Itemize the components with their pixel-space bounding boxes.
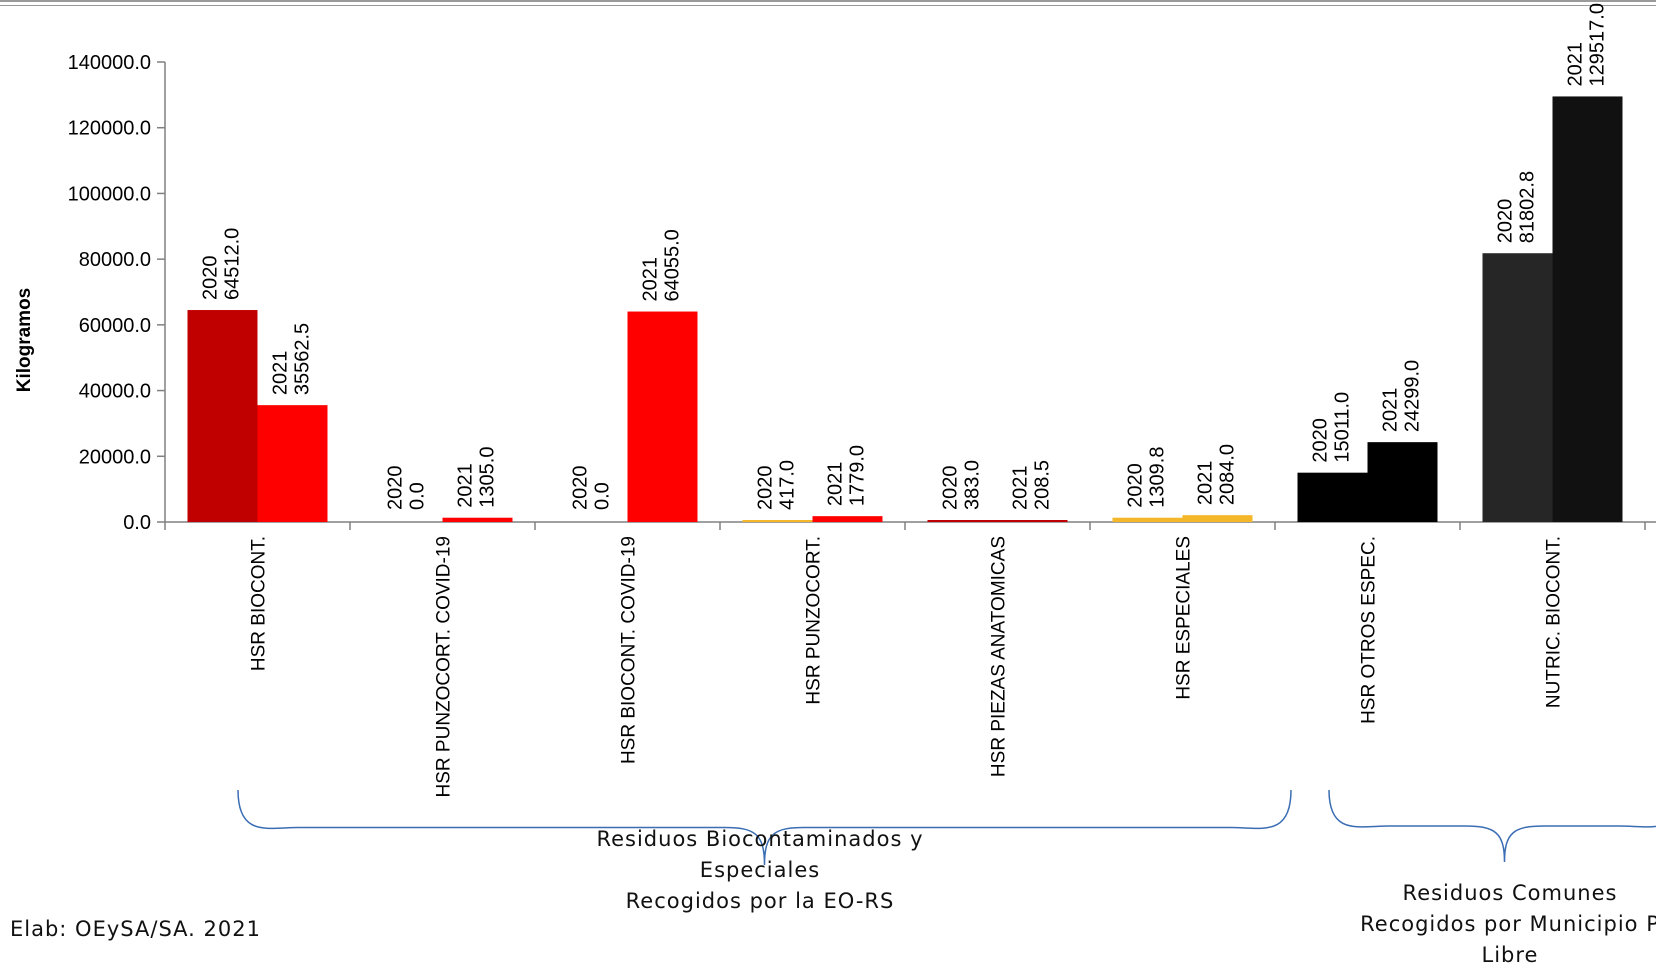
data-label-2021-series: 2021 bbox=[825, 462, 847, 507]
data-label-2021-series: 2021 bbox=[1010, 466, 1032, 511]
bar-2020 bbox=[1112, 517, 1183, 522]
data-label-2021-value: 24299.0 bbox=[1402, 360, 1424, 432]
data-label-2020-value: 383.0 bbox=[962, 460, 984, 510]
bar-2021 bbox=[1367, 442, 1438, 522]
data-label-2021: 2021 1779.0 bbox=[825, 445, 869, 506]
data-label-2020-value: 15011.0 bbox=[1332, 392, 1354, 463]
chart-category-labels: HSR BIOCONT. HSR PUNZOCORT. COVID-19 HSR B… bbox=[249, 536, 1565, 797]
category-label: HSR BIOCONT. COVID-19 bbox=[619, 536, 640, 764]
category-label: HSR PUNZOCORT. bbox=[804, 536, 825, 705]
data-label-2020-series: 2020 bbox=[1125, 463, 1147, 508]
category-label: HSR ESPECIALES bbox=[1174, 536, 1195, 700]
y-tick-label: 60000.0 bbox=[79, 315, 151, 337]
data-label-2020: 2020 383.0 bbox=[940, 460, 984, 510]
y-tick-label: 100000.0 bbox=[68, 183, 151, 205]
data-label-2020-series: 2020 bbox=[570, 466, 592, 511]
bar-2020 bbox=[187, 310, 258, 522]
bar-2021 bbox=[997, 520, 1068, 522]
data-label-2020: 2020 0.0 bbox=[385, 466, 429, 511]
data-label-2021: 2021 208.5 bbox=[1010, 460, 1054, 510]
bar-2021 bbox=[257, 405, 328, 522]
data-label-2021-value: 1305.0 bbox=[477, 447, 499, 508]
data-label-2021-value: 64055.0 bbox=[662, 229, 684, 301]
chart-axes: 0.0 20000.0 40000.0 60000.0 80000.0 100000.0 1… bbox=[14, 52, 1656, 534]
data-label-2020: 2020 417.0 bbox=[755, 460, 799, 510]
data-label-2020: 2020 15011.0 bbox=[1310, 392, 1354, 463]
data-label-2020-series: 2020 bbox=[755, 466, 777, 511]
category-label: HSR OTROS ESPEC. bbox=[1359, 536, 1380, 724]
source-note: Elab: OEySA/SA. 2021 bbox=[10, 917, 261, 941]
bar-2021 bbox=[627, 311, 698, 522]
data-label-2021-value: 2084.0 bbox=[1217, 444, 1239, 505]
brace-biocontaminados bbox=[237, 789, 1292, 866]
y-tick-label: 0.0 bbox=[123, 512, 151, 534]
data-label-2021: 2021 35562.5 bbox=[270, 323, 314, 395]
data-label-2020: 2020 81802.8 bbox=[1495, 171, 1539, 243]
data-label-2021-series: 2021 bbox=[1195, 461, 1217, 506]
category-label: NUTRIC. BIOCONT. bbox=[1544, 536, 1565, 708]
bar-2021 bbox=[812, 516, 883, 522]
bar-2020 bbox=[742, 520, 813, 522]
data-label-2020-value: 81802.8 bbox=[1517, 171, 1539, 243]
brace-comunes bbox=[1328, 789, 1656, 863]
chart-bars bbox=[187, 96, 1623, 523]
top-border-line-inner bbox=[0, 5, 1656, 6]
data-label-2021-value: 35562.5 bbox=[292, 323, 314, 395]
data-label-2021-series: 2021 bbox=[640, 257, 662, 302]
data-label-2021: 2021 24299.0 bbox=[1380, 360, 1424, 432]
data-label-2020-value: 64512.0 bbox=[222, 228, 244, 300]
data-label-2021-value: 1779.0 bbox=[847, 445, 869, 506]
category-label: HSR BIOCONT. bbox=[249, 536, 270, 671]
data-label-2021: 2021 64055.0 bbox=[640, 229, 684, 301]
data-label-2020-series: 2020 bbox=[385, 466, 407, 511]
group-label-comunes: Residuos Comunes Recogidos por Municipio… bbox=[1360, 881, 1656, 967]
data-label-2020-value: 1309.8 bbox=[1147, 447, 1169, 508]
bar-2020 bbox=[1482, 253, 1553, 523]
data-label-2020: 2020 1309.8 bbox=[1125, 447, 1169, 508]
bar-2020 bbox=[927, 520, 998, 522]
bar-2020 bbox=[1297, 472, 1368, 522]
y-tick-label: 120000.0 bbox=[68, 118, 151, 140]
data-label-2020-series: 2020 bbox=[1310, 418, 1332, 463]
group-braces bbox=[237, 789, 1656, 866]
data-label-2021: 2021 2084.0 bbox=[1195, 444, 1239, 505]
data-label-2020: 2020 64512.0 bbox=[200, 228, 244, 300]
y-tick-label: 20000.0 bbox=[79, 446, 151, 468]
data-label-2021-series: 2021 bbox=[455, 463, 477, 508]
data-label-2020-series: 2020 bbox=[200, 256, 222, 301]
data-label-2021: 2021 1305.0 bbox=[455, 447, 499, 508]
data-label-2020-series: 2020 bbox=[940, 466, 962, 511]
data-label-2020: 2020 0.0 bbox=[570, 466, 614, 511]
data-label-2020-series: 2020 bbox=[1495, 199, 1517, 244]
data-label-2020-value: 0.0 bbox=[407, 482, 429, 510]
top-border-line bbox=[0, 0, 1656, 2]
category-label: HSR PUNZOCORT. COVID-19 bbox=[434, 536, 455, 797]
data-label-2021-series: 2021 bbox=[1565, 42, 1587, 87]
group-label-biocontaminados: Residuos Biocontaminados y Especiales Re… bbox=[596, 827, 924, 913]
category-label: HSR PIEZAS ANATOMICAS bbox=[989, 536, 1010, 777]
data-label-2021-series: 2021 bbox=[270, 351, 292, 396]
bar-2021 bbox=[1182, 515, 1253, 522]
data-label-2021-value: 129517.0 bbox=[1587, 3, 1609, 86]
bar-2021 bbox=[1552, 96, 1623, 522]
data-label-2020-value: 0.0 bbox=[592, 482, 614, 510]
y-axis-label: Kilogramos bbox=[14, 288, 35, 393]
data-label-2021: 2021 129517.0 bbox=[1565, 3, 1609, 86]
y-tick-label: 80000.0 bbox=[79, 249, 151, 271]
bar-2021 bbox=[442, 517, 513, 522]
y-tick-label: 140000.0 bbox=[68, 52, 151, 74]
data-label-2020-value: 417.0 bbox=[777, 460, 799, 510]
y-tick-label: 40000.0 bbox=[79, 381, 151, 403]
data-label-2021-series: 2021 bbox=[1380, 388, 1402, 433]
data-label-2021-value: 208.5 bbox=[1032, 460, 1054, 510]
